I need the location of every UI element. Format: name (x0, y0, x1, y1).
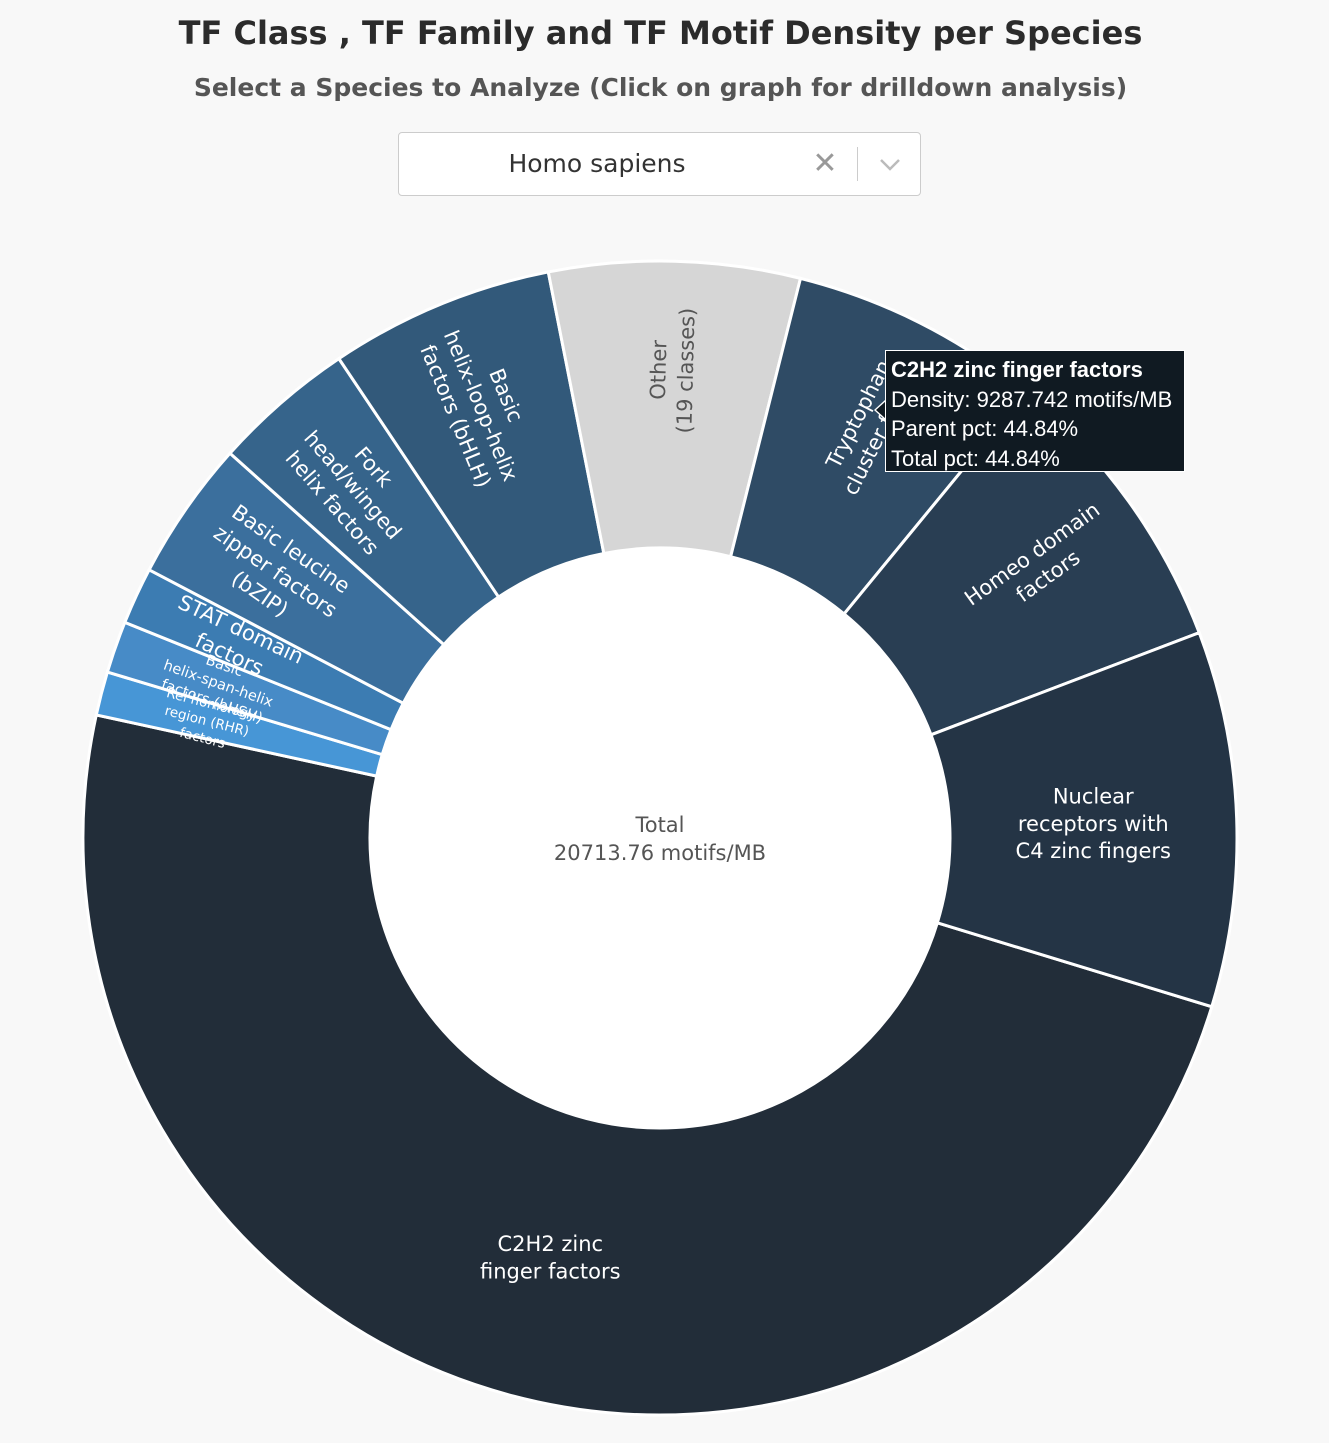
chevron-down-icon[interactable] (873, 133, 907, 195)
tooltip-arrow-fill (876, 401, 886, 419)
segment-label: Nuclear receptors with C4 zinc fingers (1016, 785, 1171, 864)
species-dropdown[interactable]: Homo sapiens ✕ (398, 132, 921, 196)
tooltip-total-pct: Total pct: 44.84% (891, 445, 1060, 471)
page-title: TF Class , TF Family and TF Motif Densit… (178, 14, 1143, 52)
segment-label-line: (19 classes) (672, 307, 699, 433)
sunburst-center[interactable] (370, 548, 950, 1128)
tooltip-parent-pct: Parent pct: 44.84% (891, 416, 1079, 441)
segment-label-line: C4 zinc fingers (1016, 839, 1171, 863)
center-total-value: 20713.76 motifs/MB (554, 841, 766, 865)
tooltip-title: C2H2 zinc finger factors (891, 357, 1143, 382)
page-subtitle: Select a Species to Analyze (Click on gr… (193, 73, 1128, 102)
segment-label-line: Other (646, 339, 672, 400)
segment-label-line: finger factors (480, 1259, 621, 1283)
species-dropdown-value[interactable]: Homo sapiens (508, 149, 686, 178)
segment-label-line: receptors with (1018, 812, 1169, 836)
segment-label-line: Nuclear (1053, 785, 1134, 809)
close-icon[interactable]: ✕ (812, 146, 838, 181)
tooltip-density: Density: 9287.742 motifs/MB (891, 386, 1173, 412)
hover-tooltip: C2H2 zinc finger factors Density: 9287.7… (885, 350, 1185, 472)
segment-label-line: C2H2 zinc (498, 1232, 604, 1256)
sunburst-segments (81, 259, 1239, 1417)
dropdown-separator (857, 147, 858, 181)
segment-label: C2H2 zinc finger factors (480, 1232, 621, 1283)
center-total-label: Total (634, 813, 684, 837)
segment-label: Other(19 classes) (645, 307, 699, 434)
